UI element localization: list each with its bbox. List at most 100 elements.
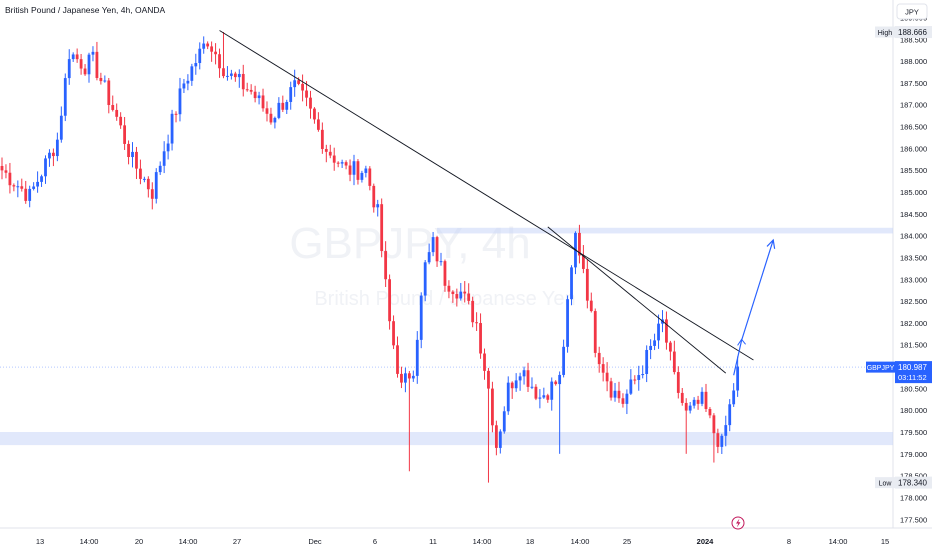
candle-body bbox=[384, 251, 388, 280]
watermark-ticker: GBPJPY, 4h bbox=[289, 219, 530, 268]
candle-body bbox=[36, 181, 39, 187]
candle-body bbox=[253, 91, 257, 99]
candle-body bbox=[135, 151, 138, 169]
candle-body bbox=[637, 375, 641, 380]
candle-body bbox=[447, 285, 451, 292]
high-value: 188.666 bbox=[898, 28, 927, 37]
candle-body bbox=[32, 186, 36, 189]
candle-body bbox=[538, 397, 542, 399]
candle-body bbox=[510, 382, 514, 389]
candle-body bbox=[257, 95, 261, 99]
price-tick-label: 183.500 bbox=[900, 253, 927, 262]
candle-body bbox=[712, 415, 716, 434]
time-label: 20 bbox=[135, 537, 143, 546]
candle-body bbox=[423, 262, 427, 296]
candle-body bbox=[111, 105, 115, 110]
projection-arrow[interactable] bbox=[733, 239, 774, 376]
time-label: 13 bbox=[36, 537, 44, 546]
candle-body bbox=[356, 161, 360, 180]
candle-body bbox=[411, 375, 415, 379]
candle-body bbox=[427, 252, 431, 263]
low-badge: Low 178.340 bbox=[875, 476, 932, 489]
candle-body bbox=[392, 321, 395, 346]
price-tick-label: 179.500 bbox=[900, 428, 927, 437]
candle-body bbox=[115, 109, 119, 117]
candle-body bbox=[451, 291, 455, 295]
candle-body bbox=[150, 189, 154, 199]
candle-body bbox=[95, 51, 99, 78]
trendline[interactable] bbox=[547, 226, 727, 374]
candle-body bbox=[44, 158, 47, 177]
candle-body bbox=[237, 73, 241, 78]
candle-body bbox=[52, 152, 55, 157]
candle-body bbox=[376, 204, 380, 208]
candle-body bbox=[210, 46, 214, 52]
time-label: 14:00 bbox=[829, 537, 848, 546]
candle-body bbox=[534, 386, 538, 399]
candle-body bbox=[79, 59, 83, 69]
candle-body bbox=[581, 255, 585, 269]
candle-body bbox=[103, 80, 107, 82]
candle-body bbox=[55, 139, 59, 157]
time-label: 25 bbox=[623, 537, 631, 546]
candle-body bbox=[178, 88, 182, 115]
candle-body bbox=[142, 178, 146, 180]
candle-body bbox=[158, 165, 162, 173]
candle-body bbox=[724, 425, 728, 436]
price-tick-label: 178.000 bbox=[900, 493, 927, 502]
price-tick-label: 186.500 bbox=[900, 123, 927, 132]
projection-chevron bbox=[737, 338, 746, 346]
candle-body bbox=[123, 125, 127, 144]
candle-body bbox=[676, 372, 680, 393]
candle-body bbox=[522, 370, 526, 377]
price-axis-area[interactable] bbox=[893, 0, 932, 550]
candle-body bbox=[546, 395, 550, 400]
last-price-value: 180.987 bbox=[898, 363, 927, 372]
candle-body bbox=[680, 392, 684, 403]
candle-body bbox=[269, 113, 273, 123]
price-tick-label: 182.000 bbox=[900, 319, 927, 328]
price-tick-label: 185.500 bbox=[900, 166, 927, 175]
time-label: 2024 bbox=[697, 537, 715, 546]
symbol-badge: GBPJPY bbox=[867, 365, 895, 372]
candle-body bbox=[16, 186, 20, 188]
candle-body bbox=[463, 291, 467, 294]
watermark-name: British Pound / Japanese Yen bbox=[314, 288, 575, 310]
candle-body bbox=[558, 374, 562, 385]
candle-body bbox=[317, 119, 320, 130]
candle-body bbox=[542, 395, 546, 398]
candle-body bbox=[340, 162, 344, 164]
candle-body bbox=[487, 370, 490, 389]
candle-body bbox=[629, 379, 633, 394]
candle-body bbox=[301, 83, 304, 91]
candle-body bbox=[119, 116, 123, 126]
candle-body bbox=[190, 66, 194, 81]
time-label: Dec bbox=[308, 537, 322, 546]
candle-body bbox=[131, 151, 134, 158]
candle-body bbox=[174, 113, 178, 115]
candle-body bbox=[704, 391, 708, 409]
candle-body bbox=[672, 351, 676, 373]
price-tick-label: 187.000 bbox=[900, 101, 927, 110]
lightning-icon[interactable] bbox=[731, 516, 745, 530]
candle-body bbox=[4, 170, 8, 173]
candle-body bbox=[494, 425, 498, 448]
support-resistance-zone[interactable] bbox=[0, 432, 893, 446]
candle-body bbox=[554, 381, 558, 385]
price-tick-label: 183.000 bbox=[900, 275, 927, 284]
candle-body bbox=[75, 54, 79, 60]
candle-body bbox=[530, 386, 534, 388]
trendline[interactable] bbox=[219, 30, 754, 361]
candle-body bbox=[617, 390, 621, 399]
support-resistance-zone[interactable] bbox=[437, 227, 893, 234]
countdown-value: 03:11:52 bbox=[898, 373, 927, 382]
candle-body bbox=[479, 323, 482, 354]
price-axis-ticks: 189.000188.500188.000187.500187.000186.5… bbox=[900, 13, 927, 524]
time-label: 18 bbox=[526, 537, 534, 546]
currency-button[interactable]: JPY bbox=[896, 3, 928, 20]
time-label: 15 bbox=[881, 537, 889, 546]
candle-body bbox=[625, 393, 629, 404]
candle-body bbox=[194, 63, 198, 67]
candle-body bbox=[293, 80, 297, 88]
